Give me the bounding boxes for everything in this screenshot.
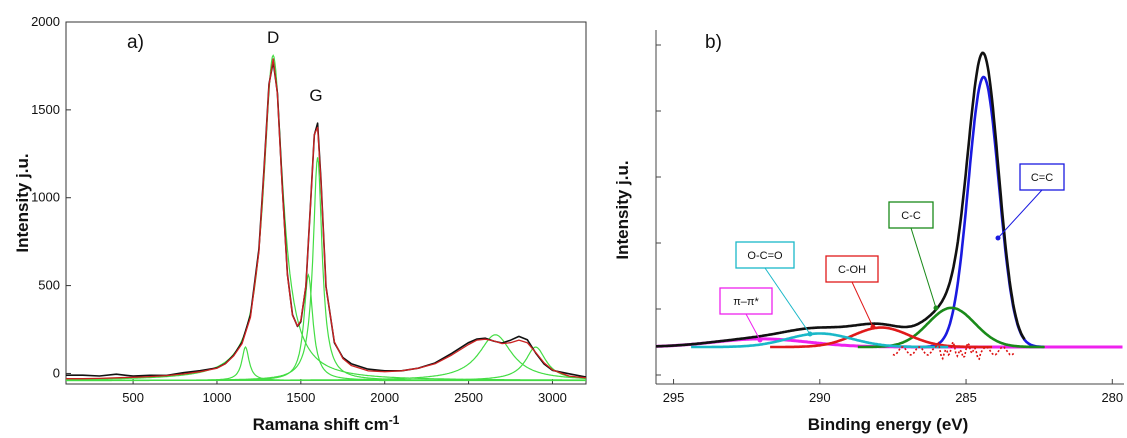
- x-tick-label-a: 3000: [538, 390, 567, 405]
- component-label-b: C-C: [901, 210, 921, 222]
- label-arrow-b: [997, 189, 1043, 239]
- x-tick-label-b: 295: [663, 390, 685, 405]
- panel-label-b: b): [705, 32, 722, 53]
- component-label-box-b: [825, 255, 879, 283]
- x-tick-label-a: 500: [122, 390, 144, 405]
- component-label-b: O-C=O: [747, 250, 783, 262]
- x-axis-title-b: Binding energy (eV): [808, 415, 969, 434]
- label-arrow-b: [745, 313, 761, 341]
- y-tick-label-a: 500: [38, 278, 60, 293]
- peak-label-d: D: [267, 28, 279, 47]
- peak-label-g: G: [309, 86, 322, 105]
- label-arrow-head-b: [757, 337, 763, 343]
- x-tick-label-a: 2000: [370, 390, 399, 405]
- panel-a: 500 1000 1500 2000 2500 30000500100015002000 …: [13, 14, 587, 434]
- label-arrow-head-b: [995, 235, 1001, 241]
- y-axis-title-b: Intensity j.u.: [613, 160, 632, 259]
- x-tick-label-b: 285: [955, 390, 977, 405]
- label-arrow-head-b: [933, 305, 939, 311]
- x-tick-label-a: 1000: [203, 390, 232, 405]
- y-tick-label-a: 1000: [31, 190, 60, 205]
- component-label-box-b: [888, 201, 934, 229]
- label-arrow-head-b: [870, 324, 876, 330]
- component-curve-b: [922, 75, 1044, 349]
- x-axis-title-a: Ramana shift cm-1: [253, 413, 400, 434]
- component-curve-a: [66, 346, 586, 382]
- component-curve-b: [770, 326, 993, 349]
- x-tick-label-b: 280: [1101, 390, 1123, 405]
- label-arrow-b: [851, 281, 874, 328]
- y-tick-label-a: 2000: [31, 14, 60, 29]
- x-tick-label-b: 290: [809, 390, 831, 405]
- y-tick-label-a: 1500: [31, 102, 60, 117]
- label-arrow-b: [910, 227, 937, 309]
- component-label-b: π–π*: [733, 296, 759, 308]
- residual-curve-b: [892, 339, 1015, 361]
- component-curve-b: [691, 332, 949, 349]
- component-label-b: C-OH: [838, 264, 866, 276]
- component-curve-a: [66, 54, 586, 381]
- component-label-box-b: [1019, 163, 1065, 191]
- panel-label-a: a): [127, 32, 144, 53]
- y-axis-title-a: Intensity j.u.: [13, 153, 32, 252]
- plot-frame-a: [65, 21, 587, 385]
- x-tick-label-a: 2500: [454, 390, 483, 405]
- measured-curve-a: [66, 60, 587, 378]
- label-arrow-head-b: [807, 331, 813, 337]
- envelope-curve-b: [656, 51, 1026, 348]
- component-label-box-b: [735, 241, 795, 269]
- panel-b: 295 290 285 280 b) C=C C-C C-OH O-C=O π–π* Bind…: [613, 30, 1124, 434]
- component-label-box-b: [719, 287, 773, 315]
- label-arrow-b: [764, 267, 811, 335]
- y-tick-label-a: 0: [53, 365, 60, 380]
- component-label-b: C=C: [1031, 172, 1053, 184]
- fit-curve-a: [66, 58, 587, 380]
- x-tick-label-a: 1500: [286, 390, 315, 405]
